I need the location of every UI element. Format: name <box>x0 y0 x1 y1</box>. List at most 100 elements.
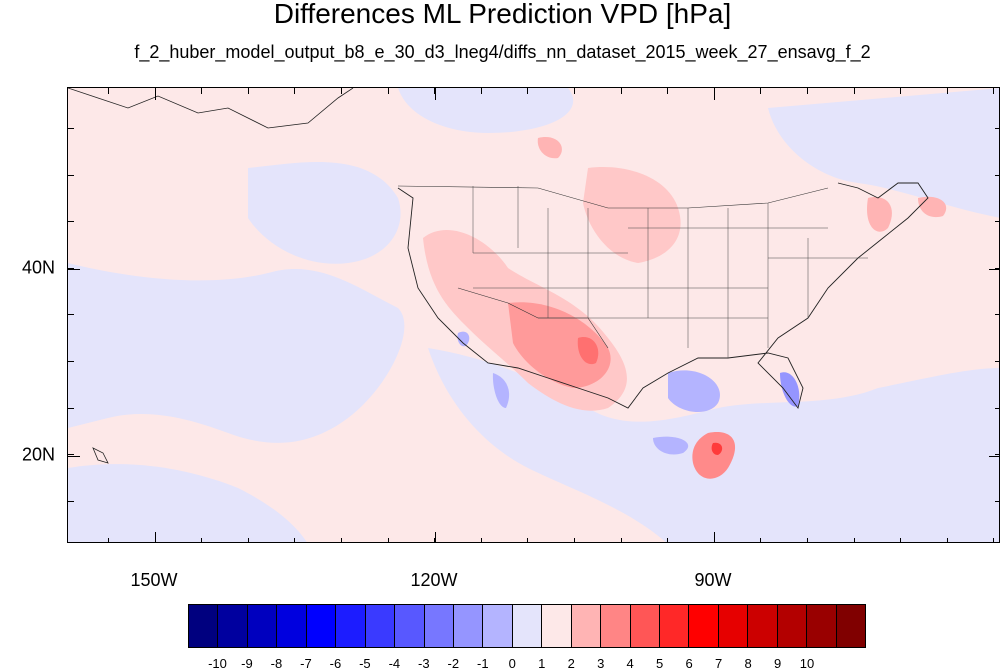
colorbar-box <box>689 605 719 647</box>
colorbar-label: 9 <box>773 656 782 671</box>
colorbar-label: -6 <box>329 656 342 671</box>
axis-tick <box>946 538 948 542</box>
map-title: Differences ML Prediction VPD [hPa] <box>273 0 732 29</box>
axis-tick <box>68 407 74 409</box>
axis-tick <box>995 454 999 456</box>
axis-tick <box>68 174 74 176</box>
ocean-negative-area <box>68 263 405 443</box>
x-axis-label-120w: 120W <box>410 570 458 590</box>
axis-tick <box>995 221 999 223</box>
map-subtitle: f_2_huber_model_output_b8_e_30_d3_lneg4/… <box>134 42 871 62</box>
y-axis-label-40n: 40N <box>22 257 56 278</box>
colorbar-label: -4 <box>388 656 401 671</box>
colorbar-box <box>601 605 631 647</box>
colorbar-label: -7 <box>300 656 312 671</box>
axis-tick <box>108 88 109 94</box>
axis-tick <box>714 532 715 542</box>
positive-anomaly <box>577 337 599 365</box>
axis-tick <box>68 454 74 456</box>
axis-tick <box>807 88 808 94</box>
colorbar-box <box>189 605 219 647</box>
colorbar-box <box>836 605 866 647</box>
axis-tick <box>807 538 808 542</box>
colorbar <box>188 604 866 648</box>
colorbar-box <box>336 605 366 647</box>
axis-tick <box>155 88 156 100</box>
colorbar-box <box>218 605 248 647</box>
axis-tick <box>247 88 249 94</box>
positive-anomaly <box>583 167 681 263</box>
colorbar-box <box>660 605 690 647</box>
axis-tick <box>760 88 762 94</box>
axis-tick <box>341 538 342 542</box>
colorbar-label: -8 <box>270 656 283 671</box>
positive-anomaly <box>711 442 723 455</box>
hawaii-islands <box>92 447 109 464</box>
axis-tick <box>68 221 74 223</box>
axis-tick <box>995 314 999 316</box>
axis-tick <box>620 538 622 542</box>
positive-anomaly <box>867 197 892 232</box>
x-axis-label-90w: 90W <box>694 570 732 590</box>
x-axis-label-150w: 150W <box>130 570 178 590</box>
map-canvas <box>68 88 999 542</box>
colorbar-box <box>777 605 808 647</box>
colorbar-box <box>807 605 837 647</box>
negative-anomaly <box>653 436 689 455</box>
colorbar-box <box>512 605 543 647</box>
colorbar-label: 0 <box>508 656 516 671</box>
colorbar-label: 5 <box>656 656 664 671</box>
axis-tick <box>435 88 436 100</box>
axis-tick <box>995 500 999 502</box>
axis-tick <box>201 538 203 542</box>
colorbar-label: -10 <box>208 656 227 671</box>
colorbar-label: 4 <box>626 656 634 671</box>
axis-tick <box>480 538 482 542</box>
colorbar-box <box>277 605 307 647</box>
axis-tick <box>480 88 482 94</box>
colorbar-label: 7 <box>714 656 723 671</box>
axis-tick <box>68 500 74 502</box>
axis-tick <box>341 88 342 94</box>
axis-tick <box>294 538 296 542</box>
ocean-negative-area <box>398 88 574 133</box>
axis-tick <box>387 538 389 542</box>
colorbar-box <box>571 605 602 647</box>
axis-tick <box>527 538 529 542</box>
negative-anomaly <box>668 370 720 413</box>
axis-tick <box>434 538 436 542</box>
colorbar-box <box>424 605 454 647</box>
axis-tick <box>989 456 999 457</box>
axis-tick <box>620 88 622 94</box>
axis-tick <box>989 269 999 270</box>
colorbar-label: -2 <box>447 656 460 671</box>
axis-tick <box>68 456 80 457</box>
colorbar-label: 10 <box>799 656 815 671</box>
ocean-negative-area <box>68 464 307 542</box>
axis-tick <box>900 88 902 94</box>
colorbar-label: -5 <box>359 656 371 671</box>
axis-tick <box>714 88 715 100</box>
colorbar-box <box>365 605 396 647</box>
axis-tick <box>387 88 389 94</box>
colorbar-box <box>630 605 660 647</box>
axis-tick <box>435 532 436 542</box>
axis-tick <box>108 538 109 542</box>
colorbar-box <box>748 605 778 647</box>
positive-anomaly <box>537 137 562 159</box>
axis-tick <box>68 314 74 316</box>
map-panel <box>67 87 1000 543</box>
axis-tick <box>995 174 999 176</box>
axis-tick <box>993 538 995 542</box>
axis-tick <box>667 88 669 94</box>
axis-tick <box>434 88 436 94</box>
axis-tick <box>853 88 855 94</box>
axis-tick <box>68 269 80 270</box>
colorbar-box <box>542 605 572 647</box>
axis-tick <box>68 128 74 129</box>
axis-tick <box>527 88 529 94</box>
negative-anomaly <box>492 373 510 408</box>
positive-anomaly <box>692 432 736 479</box>
axis-tick <box>995 407 999 409</box>
ocean-negative-area <box>248 161 401 264</box>
